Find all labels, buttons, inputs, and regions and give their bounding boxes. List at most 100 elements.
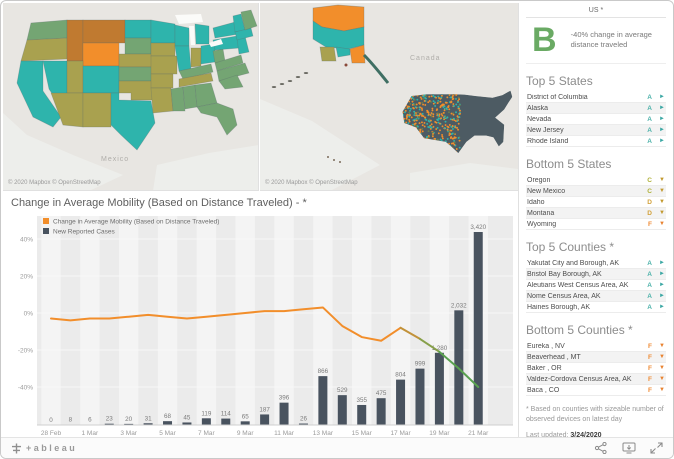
row-name: Oregon xyxy=(527,176,551,184)
row-name: Haines Borough, AK xyxy=(527,303,591,311)
bar-new-cases[interactable] xyxy=(240,421,250,425)
county-choropleth[interactable] xyxy=(260,3,518,191)
section-title: Bottom 5 States xyxy=(526,157,612,171)
x-axis-label: 1 Mar xyxy=(82,430,99,437)
state-choropleth[interactable] xyxy=(3,3,259,191)
x-axis-label: 28 Feb xyxy=(41,430,62,437)
county-row[interactable]: Aleutians West Census Area, AK A ► xyxy=(526,280,666,291)
bar-new-cases[interactable] xyxy=(201,418,211,425)
share-icon[interactable] xyxy=(594,442,608,454)
state-shape-NE[interactable] xyxy=(118,53,154,68)
state-shape-MS[interactable] xyxy=(170,86,186,112)
bar-new-cases[interactable] xyxy=(260,414,270,425)
bar-new-cases[interactable] xyxy=(298,423,308,425)
bar-value-label: 355 xyxy=(356,397,367,404)
state-shape-CO[interactable] xyxy=(82,65,120,94)
bar-new-cases[interactable] xyxy=(376,398,386,425)
state-row[interactable]: Rhode Island A ► xyxy=(526,136,666,147)
state-shape-AL[interactable] xyxy=(182,84,198,110)
state-mobility-map[interactable]: Mexico © 2020 Mapbox © OpenStreetMap xyxy=(3,3,259,191)
state-row[interactable]: District of Columbia A ► xyxy=(526,92,666,103)
state-shape-IN[interactable] xyxy=(190,47,202,68)
tableau-toolbar: +ableau xyxy=(1,437,673,458)
bar-new-cases[interactable] xyxy=(415,368,425,425)
bar-new-cases[interactable] xyxy=(221,418,231,425)
bar-new-cases[interactable] xyxy=(473,232,483,425)
tableau-logo[interactable]: +ableau xyxy=(11,443,77,454)
bar-new-cases[interactable] xyxy=(182,422,192,425)
state-row[interactable]: Oregon C ▼ xyxy=(526,175,666,186)
fullscreen-icon[interactable] xyxy=(650,442,663,454)
bar-new-cases[interactable] xyxy=(143,423,153,425)
map-label-canada: Canada xyxy=(410,55,441,62)
alaska-borough-shape[interactable] xyxy=(335,46,351,58)
state-shape-CA[interactable] xyxy=(16,60,62,128)
mobility-line[interactable] xyxy=(418,337,441,353)
county-row[interactable]: Baker , OR F ▼ xyxy=(526,363,666,374)
mobility-combo-chart[interactable]: 40% 20% 0% -20% -40% 0 8 6 23 20 31 68 45 119 114 65 187… xyxy=(3,192,518,437)
state-shape-TN[interactable] xyxy=(178,72,214,88)
state-row[interactable]: Montana D ▼ xyxy=(526,208,666,219)
state-shape-TX[interactable] xyxy=(110,92,156,151)
bar-value-label: 65 xyxy=(242,413,250,420)
state-shape-MT[interactable] xyxy=(82,19,126,44)
state-shape-WA[interactable] xyxy=(26,19,68,41)
mobility-line[interactable] xyxy=(399,326,421,340)
state-shape-SC[interactable] xyxy=(218,74,244,90)
state-row[interactable]: Wyoming F ▼ xyxy=(526,219,666,230)
state-shape-OH[interactable] xyxy=(200,43,216,65)
state-shape-NM[interactable] xyxy=(82,92,112,128)
alaska-borough-shape[interactable] xyxy=(349,44,366,64)
state-shape-ME[interactable] xyxy=(240,9,258,31)
bar-new-cases[interactable] xyxy=(279,402,289,425)
bar-new-cases[interactable] xyxy=(124,423,134,425)
state-shape-IA[interactable] xyxy=(150,42,176,57)
state-shape-UT[interactable] xyxy=(66,60,84,94)
state-shape-SD[interactable] xyxy=(124,37,152,55)
county-row[interactable]: Yakutat City and Borough, AK A ► xyxy=(526,258,666,269)
state-shape-MN[interactable] xyxy=(150,19,176,44)
bar-new-cases[interactable] xyxy=(434,352,444,425)
state-shape-MI[interactable] xyxy=(194,23,210,45)
county-row[interactable]: Eureka , NV F ▼ xyxy=(526,341,666,352)
dashboard-body: Mexico © 2020 Mapbox © OpenStreetMap Can… xyxy=(3,3,673,439)
bar-new-cases[interactable] xyxy=(337,395,347,425)
state-shape-VA[interactable] xyxy=(214,54,244,72)
county-row[interactable]: Nome Census Area, AK A ► xyxy=(526,291,666,302)
state-shape-WI[interactable] xyxy=(174,24,190,47)
state-shape-KS[interactable] xyxy=(118,66,154,82)
state-shape-MO[interactable] xyxy=(150,55,178,75)
state-row[interactable]: New Mexico C ▼ xyxy=(526,186,666,197)
mobility-line[interactable] xyxy=(438,350,480,388)
state-row[interactable]: Idaho D ▼ xyxy=(526,197,666,208)
state-shape-ND[interactable] xyxy=(124,19,152,39)
bar-new-cases[interactable] xyxy=(163,421,173,425)
mobility-line[interactable] xyxy=(50,306,402,342)
county-row[interactable]: Haines Borough, AK A ► xyxy=(526,302,666,313)
state-shape-KY[interactable] xyxy=(178,63,214,80)
state-shape-NC[interactable] xyxy=(216,62,250,82)
state-row[interactable]: Nevada A ► xyxy=(526,114,666,125)
state-shape-FL[interactable] xyxy=(196,102,238,136)
trend-down-icon: ▼ xyxy=(659,354,665,360)
state-shape-LA[interactable] xyxy=(150,87,174,114)
state-shape-AR[interactable] xyxy=(150,73,174,89)
bar-new-cases[interactable] xyxy=(318,376,328,425)
state-shape-WY[interactable] xyxy=(82,42,120,67)
row-name: Idaho xyxy=(527,198,545,206)
state-shape-OR[interactable] xyxy=(20,37,68,62)
bar-new-cases[interactable] xyxy=(104,423,114,425)
row-grade: F xyxy=(648,220,652,228)
county-row[interactable]: Bristol Bay Borough, AK A ► xyxy=(526,269,666,280)
alaska-borough-shape[interactable] xyxy=(319,46,337,62)
county-row[interactable]: Beaverhead , MT F ▼ xyxy=(526,352,666,363)
state-row[interactable]: New Jersey A ► xyxy=(526,125,666,136)
state-row[interactable]: Alaska A ► xyxy=(526,103,666,114)
bar-new-cases[interactable] xyxy=(396,379,406,425)
bar-new-cases[interactable] xyxy=(357,404,367,425)
county-row[interactable]: Valdez-Cordova Census Area, AK F ▼ xyxy=(526,374,666,385)
county-mobility-map[interactable]: Canada © 2020 Mapbox © OpenStreetMap xyxy=(260,3,518,191)
state-shape-ID[interactable] xyxy=(66,19,84,62)
county-row[interactable]: Baca , CO F ▼ xyxy=(526,385,666,396)
download-icon[interactable] xyxy=(622,442,636,454)
